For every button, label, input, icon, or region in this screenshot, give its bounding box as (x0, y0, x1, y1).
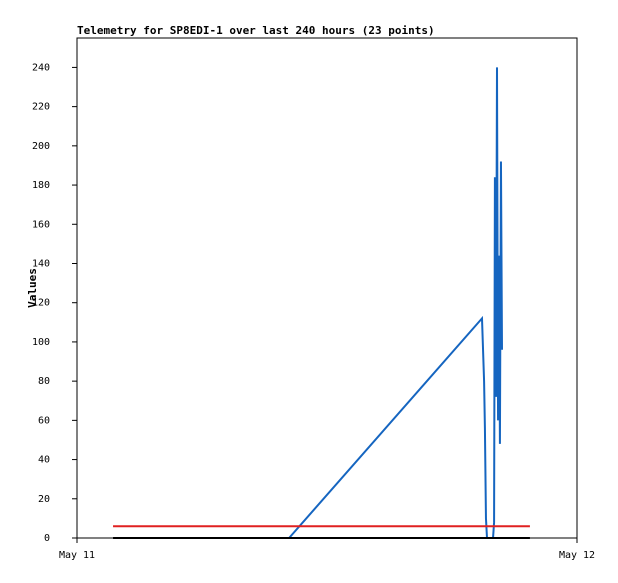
y-tick-label: 20 (38, 494, 50, 505)
y-tick-label: 80 (38, 376, 50, 387)
x-tick-label: May 11 (59, 550, 95, 561)
y-tick-label: 0 (44, 533, 50, 544)
series-line (288, 67, 503, 539)
y-tick-label: 220 (32, 102, 50, 113)
y-tick-label: 160 (32, 219, 50, 230)
y-tick-label: 40 (38, 455, 50, 466)
y-tick-label: 180 (32, 180, 50, 191)
y-tick-label: 200 (32, 141, 50, 152)
y-tick-label: 240 (32, 62, 50, 73)
y-axis-label: Values (26, 268, 39, 308)
y-tick-label: 60 (38, 415, 50, 426)
y-tick-label: 120 (32, 298, 50, 309)
x-tick-label: May 12 (559, 550, 595, 561)
y-tick-label: 140 (32, 258, 50, 269)
chart-title: Telemetry for SP8EDI-1 over last 240 hou… (77, 24, 435, 37)
y-tick-label: 100 (32, 337, 50, 348)
